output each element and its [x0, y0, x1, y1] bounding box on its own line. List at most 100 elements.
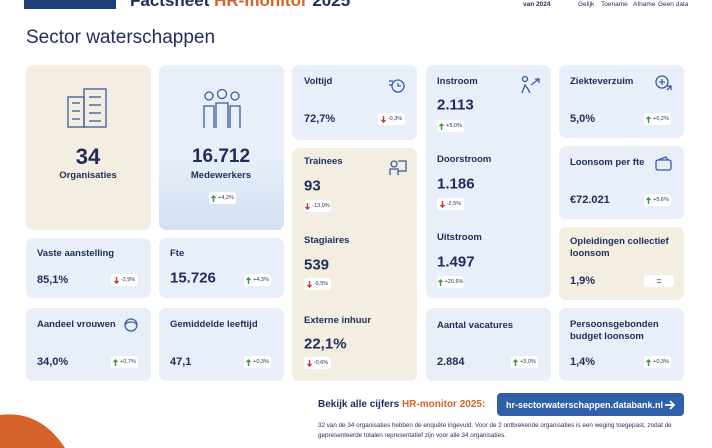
card-bg [559, 227, 684, 300]
change-arrow [113, 276, 119, 284]
card-label: Stagiaires [304, 235, 350, 246]
change-badge: -2,5% [437, 198, 464, 210]
card-label: Medewerkers [190, 170, 252, 181]
card-label: Opleidingen collectief loonsom [570, 236, 669, 259]
card-label: Instroom [437, 76, 478, 87]
title-part: HR-monitor [214, 0, 308, 10]
change-badge: +0,7% [111, 356, 138, 368]
change-text: +20,6% [444, 279, 464, 285]
change-arrow [211, 194, 217, 202]
woman-icon [124, 318, 138, 332]
card-value: 47,1 [170, 356, 192, 368]
card-value: 1.497 [437, 253, 475, 271]
card-value: 539 [304, 256, 330, 274]
change-text: +4,2% [218, 195, 234, 201]
card-bg [426, 308, 551, 381]
footnote: 32 van de 34 organisaties hebben de enqu… [318, 422, 672, 439]
card-value: 16.712 [191, 146, 251, 167]
header-title: Factsheet HR-monitor 2025 [130, 0, 350, 11]
flow-icon [521, 75, 540, 94]
change-arrow [513, 358, 519, 366]
card-value: 5,0% [570, 113, 596, 125]
card-label: Persoonsgebonden budget loonsom [570, 319, 659, 342]
card-bg [26, 308, 151, 381]
change-badge: +4,2% [209, 192, 236, 204]
card-label: Voltijd [304, 76, 333, 87]
change-text: -0,3% [387, 116, 403, 122]
change-badge: -13,9% [304, 200, 331, 212]
title-part: Factsheet [130, 0, 210, 10]
change-arrow [646, 115, 652, 123]
change-text: +0,2% [653, 116, 669, 122]
card-label: Vaste aanstelling [37, 248, 115, 259]
arrow-icon [665, 399, 676, 410]
card-label: Doorstroom [437, 154, 492, 165]
card-bg [559, 65, 684, 138]
card-label: Fte [170, 248, 185, 259]
card-value: 15.726 [170, 269, 216, 287]
change-arrow [439, 200, 445, 208]
change-arrow [380, 115, 386, 123]
change-badge: -2,9% [111, 274, 138, 286]
card-value: 34,0% [37, 356, 69, 368]
change-badge: +0,2% [644, 113, 671, 125]
change-arrow [305, 202, 311, 210]
change-badge: -0,3% [378, 113, 405, 125]
card-value: 2.113 [437, 96, 474, 114]
cta: Bekijk alle cijfers HR-monitor 2025: [318, 399, 485, 410]
change-arrow [439, 122, 445, 130]
change-badge: +0,3% [244, 356, 271, 368]
card-label: Gemiddelde leeftijd [170, 319, 258, 330]
legend-item: Gelijk [578, 1, 595, 8]
card-bg [26, 65, 151, 230]
change-badge: -0,6% [304, 357, 331, 369]
change-badge: +5,0% [437, 120, 464, 132]
card-label: Externe inhuur [304, 315, 372, 326]
wallet-icon [655, 156, 672, 171]
trainee-icon [389, 160, 407, 175]
card-label: Aandeel vrouwen [37, 319, 116, 330]
change-text: +5,6% [653, 197, 669, 203]
people-icon [203, 88, 241, 128]
change-badge: +20,6% [437, 276, 464, 288]
legend-caption: van 2024 [523, 1, 551, 8]
change-text: +5,0% [446, 123, 462, 129]
change-text: = [656, 276, 662, 286]
change-badge: +0,3% [644, 356, 671, 368]
cta-text: HR-monitor 2025: [401, 399, 486, 410]
change-text: -2,5% [446, 201, 462, 207]
card-value: 1.186 [437, 175, 475, 193]
change-arrow [246, 276, 252, 284]
card-value: 2.884 [437, 356, 465, 368]
change-text: +0,3% [253, 359, 269, 365]
card-bg [559, 308, 684, 381]
change-badge: +5,6% [644, 194, 671, 206]
button-text: hr-sectorwaterschappen.databank.nl [506, 399, 664, 410]
health-icon [655, 75, 672, 91]
building-icon [67, 88, 107, 128]
change-arrow [437, 278, 443, 286]
card-value: 1,4% [570, 356, 596, 368]
change-text: -0,6% [313, 360, 329, 366]
corner-shape [0, 414, 65, 448]
change-arrow [646, 358, 652, 366]
legend-item: Afname [633, 1, 656, 8]
card-value: 22,1% [304, 335, 347, 353]
change-text: +4,3% [253, 277, 269, 283]
card-bg [426, 65, 551, 298]
change-badge: -9,5% [304, 278, 331, 290]
change-text: +5,0% [520, 359, 536, 365]
card-label: Loonsom per fte [570, 157, 645, 168]
clock-icon [389, 79, 405, 93]
card-bg [292, 65, 417, 140]
card-bg [292, 148, 417, 381]
change-text: -9,5% [313, 281, 329, 287]
card-bg [26, 238, 151, 298]
legend-item: Toename [601, 1, 628, 8]
card-value: 34 [75, 144, 101, 169]
card-label: Ziekteverzuim [570, 76, 634, 87]
link-button[interactable]: hr-sectorwaterschappen.databank.nl [497, 393, 684, 416]
change-badge: +5,0% [511, 356, 538, 368]
title-part: 2025 [312, 0, 351, 10]
